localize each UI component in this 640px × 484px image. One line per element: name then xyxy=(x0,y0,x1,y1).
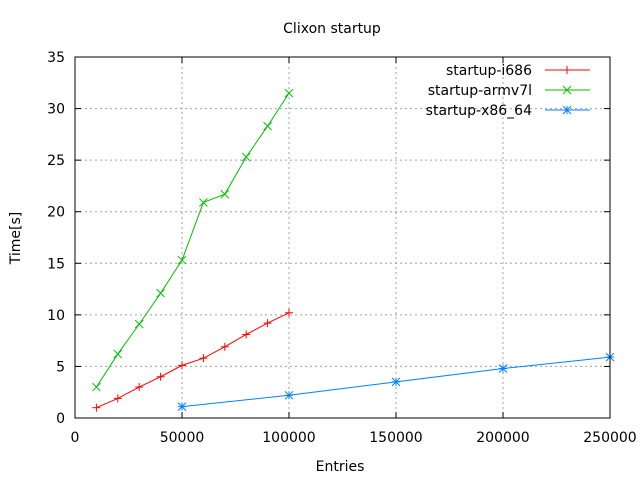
legend-marker xyxy=(562,85,572,95)
y-tick-label: 30 xyxy=(47,102,65,118)
x-tick-label: 200000 xyxy=(476,430,529,446)
data-point xyxy=(220,189,230,199)
y-axis-label: Time[s] xyxy=(8,212,24,265)
data-point xyxy=(391,377,401,387)
x-axis-label: Entries xyxy=(316,459,365,475)
y-tick-label: 0 xyxy=(56,411,65,427)
data-point xyxy=(241,152,251,162)
data-point xyxy=(92,382,101,392)
data-point xyxy=(284,390,294,400)
data-point xyxy=(263,121,272,131)
data-point xyxy=(177,255,187,265)
series-startup-x86_64 xyxy=(177,352,615,412)
legend-marker xyxy=(562,105,572,115)
series-line xyxy=(95,92,290,388)
x-tick-label: 250000 xyxy=(583,430,636,446)
plot-frame xyxy=(74,56,611,419)
data-point xyxy=(113,349,123,359)
data-point xyxy=(284,88,294,98)
x-tick-label: 150000 xyxy=(369,430,422,446)
x-tick-label: 100000 xyxy=(262,430,315,446)
chart-title: Clixon startup xyxy=(283,21,381,37)
series-group xyxy=(92,88,615,412)
y-tick-label: 25 xyxy=(47,153,65,169)
series-line xyxy=(96,312,290,409)
data-point xyxy=(498,364,508,373)
legend-label: startup-armv7l xyxy=(428,83,532,99)
legend-label: startup-x86_64 xyxy=(426,103,532,119)
y-tick-label: 15 xyxy=(47,256,65,272)
x-tick-label: 0 xyxy=(71,430,80,446)
y-tick-label: 20 xyxy=(47,205,65,221)
series-startup-armv7l xyxy=(92,88,294,392)
data-point xyxy=(156,288,165,298)
data-point xyxy=(177,402,187,412)
data-point xyxy=(134,319,144,329)
y-tick-label: 10 xyxy=(47,308,65,324)
y-tick-label: 5 xyxy=(56,359,65,375)
ticks: 0 50000 100000 150000 200000 250000 0 5 10 15 20 25… xyxy=(47,50,637,446)
legend-label: startup-i686 xyxy=(446,63,532,79)
legend: startup-i686 startup-armv7l startup-x86_64 xyxy=(426,63,590,119)
series-startup-i686 xyxy=(92,308,293,412)
data-point xyxy=(199,198,208,207)
y-tick-label: 35 xyxy=(47,50,65,66)
x-tick-label: 50000 xyxy=(160,430,205,446)
